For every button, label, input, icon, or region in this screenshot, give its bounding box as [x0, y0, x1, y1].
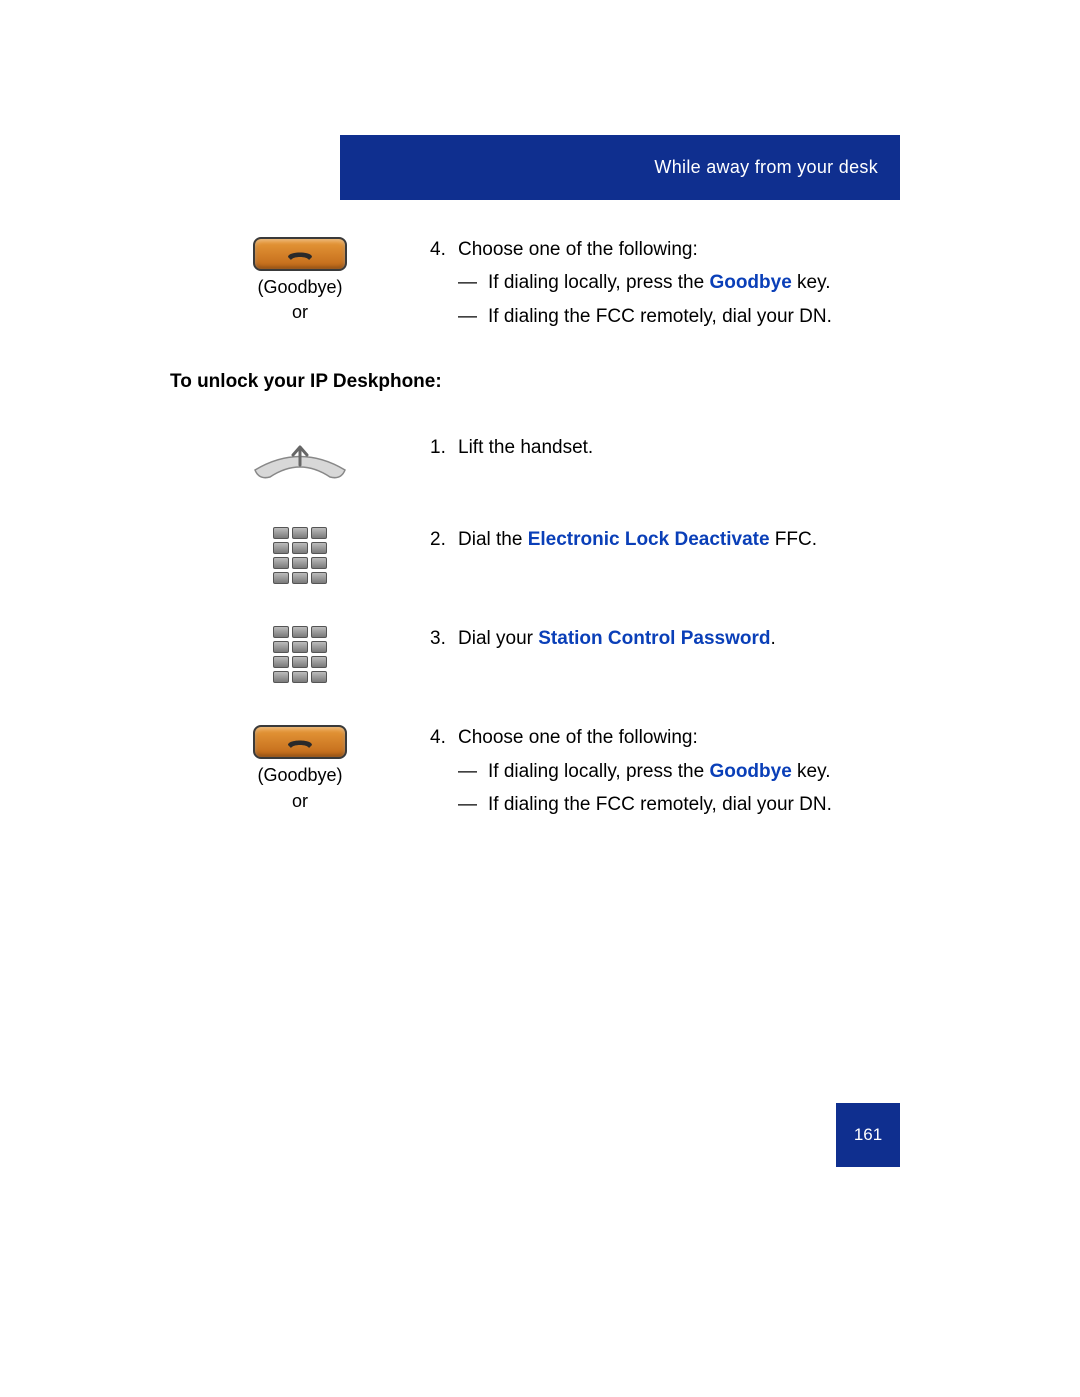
dash: — [458, 757, 488, 786]
step-line: 1. Lift the handset. [430, 433, 900, 462]
step-number: 2. [430, 525, 458, 554]
text: If dialing locally, press the [488, 272, 709, 293]
caption-text: or [292, 791, 308, 811]
step-row: (Goodbye) or 4. Choose one of the follow… [170, 235, 900, 331]
icon-column [170, 525, 430, 584]
sub-line: — If dialing locally, press the Goodbye … [430, 268, 900, 297]
sub-body: If dialing the FCC remotely, dial your D… [488, 790, 900, 819]
step-row: (Goodbye) or 4. Choose one of the follow… [170, 723, 900, 819]
text: key. [792, 272, 831, 293]
emphasis: Station Control Password [538, 628, 770, 649]
text-column: 3. Dial your Station Control Password. [430, 624, 900, 683]
dash: — [458, 302, 488, 331]
page-header-text: While away from your desk [654, 157, 878, 178]
step-number: 1. [430, 433, 458, 462]
sub-line: — If dialing the FCC remotely, dial your… [430, 790, 900, 819]
phone-hangup-icon [285, 244, 315, 264]
sub-line: — If dialing locally, press the Goodbye … [430, 757, 900, 786]
step-text: Dial the Electronic Lock Deactivate FFC. [458, 525, 900, 554]
text: FFC. [770, 529, 818, 550]
text: Dial the [458, 529, 528, 550]
sub-line: — If dialing the FCC remotely, dial your… [430, 302, 900, 331]
step-row: 2. Dial the Electronic Lock Deactivate F… [170, 525, 900, 584]
text-column: 2. Dial the Electronic Lock Deactivate F… [430, 525, 900, 584]
icon-column [170, 433, 430, 485]
dash: — [458, 268, 488, 297]
step-line: 4. Choose one of the following: [430, 723, 900, 752]
text: If dialing locally, press the [488, 761, 709, 782]
step-row: 1. Lift the handset. [170, 433, 900, 485]
text: key. [792, 761, 831, 782]
text-column: 4. Choose one of the following: — If dia… [430, 723, 900, 819]
text: . [771, 628, 776, 649]
step-text: Dial your Station Control Password. [458, 624, 900, 653]
emphasis: Goodbye [709, 272, 791, 293]
text-column: 4. Choose one of the following: — If dia… [430, 235, 900, 331]
step-line: 3. Dial your Station Control Password. [430, 624, 900, 653]
goodbye-button-icon [253, 237, 347, 271]
goodbye-caption: (Goodbye) or [257, 763, 342, 813]
caption-text: (Goodbye) [257, 277, 342, 297]
step-number: 3. [430, 624, 458, 653]
sub-body: If dialing the FCC remotely, dial your D… [488, 302, 900, 331]
emphasis: Electronic Lock Deactivate [528, 529, 770, 550]
icon-column: (Goodbye) or [170, 723, 430, 819]
step-number: 4. [430, 723, 458, 752]
phone-hangup-icon [285, 732, 315, 752]
handset-icon [245, 435, 355, 485]
step-row: 3. Dial your Station Control Password. [170, 624, 900, 683]
keypad-icon [273, 527, 327, 584]
goodbye-caption: (Goodbye) or [257, 275, 342, 325]
emphasis: Goodbye [709, 761, 791, 782]
page-header-bar: While away from your desk [340, 135, 900, 200]
step-number: 4. [430, 235, 458, 264]
section-heading: To unlock your IP Deskphone: [170, 371, 900, 393]
step-text: Choose one of the following: [458, 235, 900, 264]
caption-text: or [292, 302, 308, 322]
step-line: 4. Choose one of the following: [430, 235, 900, 264]
caption-text: (Goodbye) [257, 765, 342, 785]
page-number: 161 [854, 1125, 882, 1145]
step-line: 2. Dial the Electronic Lock Deactivate F… [430, 525, 900, 554]
text-column: 1. Lift the handset. [430, 433, 900, 485]
step-text: Choose one of the following: [458, 723, 900, 752]
keypad-icon [273, 626, 327, 683]
dash: — [458, 790, 488, 819]
goodbye-button-icon [253, 725, 347, 759]
page-content: (Goodbye) or 4. Choose one of the follow… [170, 235, 900, 860]
sub-body: If dialing locally, press the Goodbye ke… [488, 757, 900, 786]
icon-column [170, 624, 430, 683]
icon-column: (Goodbye) or [170, 235, 430, 331]
text: Dial your [458, 628, 538, 649]
sub-body: If dialing locally, press the Goodbye ke… [488, 268, 900, 297]
step-text: Lift the handset. [458, 433, 900, 462]
page-number-box: 161 [836, 1103, 900, 1167]
